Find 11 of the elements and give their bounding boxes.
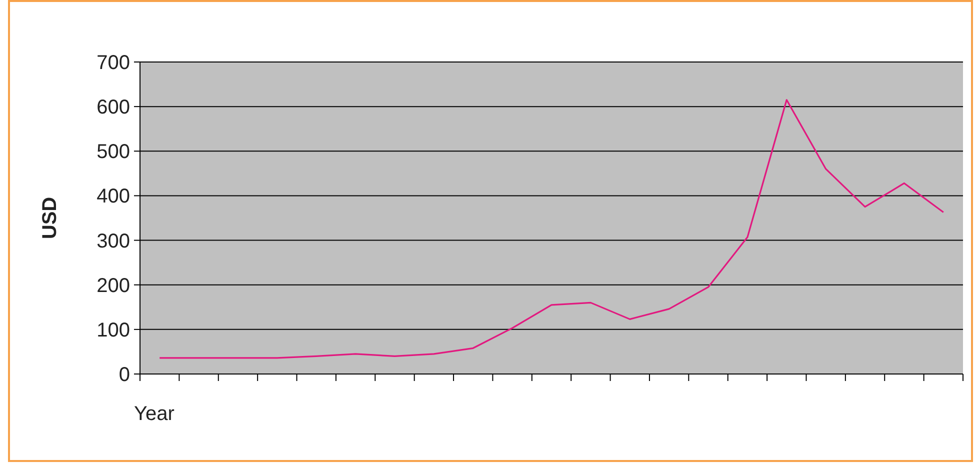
y-axis-title: USD — [39, 196, 61, 240]
y-tick-label: 300 — [96, 230, 130, 252]
y-tick-label: 100 — [96, 319, 130, 342]
y-tick-label: 500 — [96, 141, 130, 164]
line-series — [158, 99, 944, 359]
y-tick-label: 0 — [118, 364, 130, 386]
y-tick-label: 700 — [96, 52, 130, 74]
x-axis-title: Year — [134, 403, 175, 425]
y-tick-label: 200 — [96, 274, 130, 297]
y-tick-label: 600 — [96, 96, 130, 119]
y-tick-label: 400 — [96, 186, 130, 208]
